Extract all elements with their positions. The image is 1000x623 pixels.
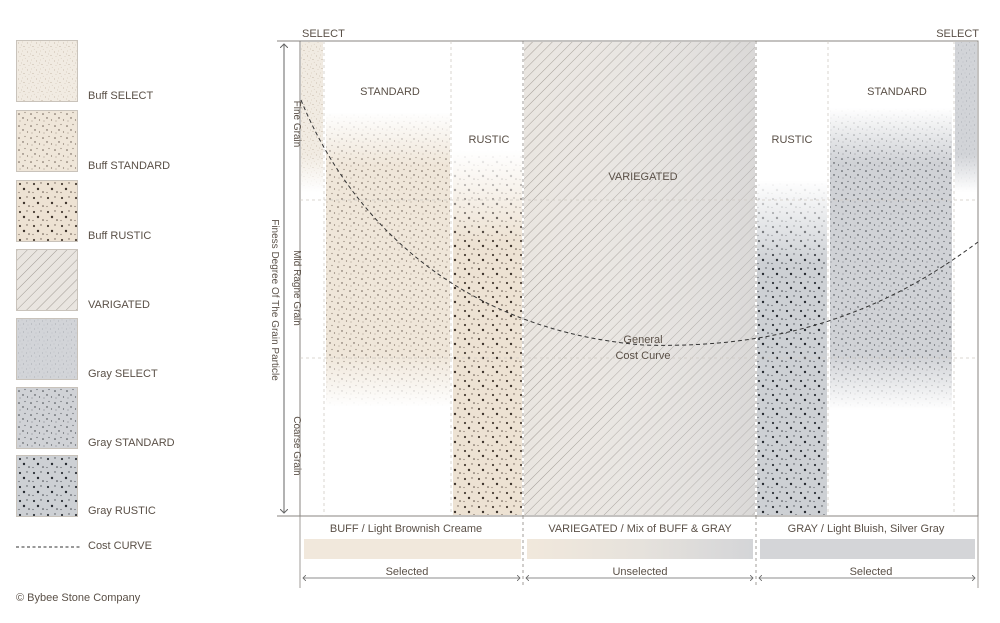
color-groups: BUFF / Light Brownish Creame VARIEGATED … bbox=[299, 516, 979, 588]
zone-variegated-shade bbox=[524, 42, 755, 515]
selection-label-gray: Selected bbox=[850, 566, 893, 578]
zone-buff-select bbox=[301, 42, 323, 192]
group-label-variegated: VARIEGATED / Mix of BUFF & GRAY bbox=[548, 523, 732, 535]
legend-label: Gray SELECT bbox=[88, 368, 158, 380]
zone-gray-standard bbox=[830, 108, 952, 410]
label-rustic-left: RUSTIC bbox=[469, 134, 510, 146]
y-axis: Finess Degree Of The Grain Particle Fine… bbox=[269, 40, 302, 517]
legend-label: Buff SELECT bbox=[88, 90, 154, 102]
swatch-gray-rustic bbox=[16, 455, 78, 517]
label-variegated: VARIEGATED bbox=[608, 171, 677, 183]
swatch-gray-standard bbox=[16, 387, 78, 449]
y-axis-label: Finess Degree Of The Grain Particle bbox=[269, 219, 280, 381]
swatch-varigated bbox=[16, 249, 78, 311]
zone-buff-rustic bbox=[453, 150, 522, 515]
label-rustic-right: RUSTIC bbox=[772, 134, 813, 146]
group-label-gray: GRAY / Light Bluish, Silver Gray bbox=[788, 523, 945, 535]
grain-level-fine: Fine Grain bbox=[291, 101, 302, 148]
selection-label-variegated: Unselected bbox=[612, 566, 667, 578]
selection-row: Selected Unselected Selected bbox=[303, 566, 975, 578]
legend-label: Gray RUSTIC bbox=[88, 505, 156, 517]
copyright: © Bybee Stone Company bbox=[16, 592, 141, 604]
legend-label: Cost CURVE bbox=[88, 540, 152, 552]
legend-label: Gray STANDARD bbox=[88, 437, 175, 449]
legend-label: Buff STANDARD bbox=[88, 160, 171, 172]
band-buff bbox=[304, 539, 521, 559]
selection-label-buff: Selected bbox=[386, 566, 429, 578]
swatch-buff-standard bbox=[16, 110, 78, 172]
curve-label-line2: Cost Curve bbox=[615, 350, 670, 362]
curve-label-line1: General bbox=[623, 334, 662, 346]
band-variegated bbox=[527, 539, 753, 559]
grain-level-coarse: Coarse Grain bbox=[291, 416, 302, 475]
group-label-buff: BUFF / Light Brownish Creame bbox=[330, 523, 482, 535]
label-select-left: SELECT bbox=[302, 28, 345, 40]
label-standard-left: STANDARD bbox=[360, 86, 420, 98]
zone-gray-select bbox=[955, 42, 977, 192]
zone-buff-standard bbox=[326, 112, 450, 407]
label-select-right: SELECT bbox=[936, 28, 979, 40]
zone-labels: SELECT SELECT STANDARD RUSTIC VARIEGATED… bbox=[302, 28, 979, 183]
cost-curve bbox=[300, 99, 979, 346]
legend-label: Buff RUSTIC bbox=[88, 230, 152, 242]
zone-fills bbox=[301, 42, 977, 515]
band-gray bbox=[760, 539, 975, 559]
swatch-buff-select bbox=[16, 40, 78, 102]
swatch-buff-rustic bbox=[16, 180, 78, 242]
zone-gray-rustic bbox=[757, 180, 827, 515]
frame bbox=[299, 40, 979, 517]
swatch-gray-select bbox=[16, 318, 78, 380]
legend-item-cost-curve: Cost CURVE bbox=[16, 540, 216, 554]
legend-label: VARIGATED bbox=[88, 299, 150, 311]
label-standard-right: STANDARD bbox=[867, 86, 927, 98]
grain-level-mid: Mid Ragne Grain bbox=[291, 250, 302, 326]
